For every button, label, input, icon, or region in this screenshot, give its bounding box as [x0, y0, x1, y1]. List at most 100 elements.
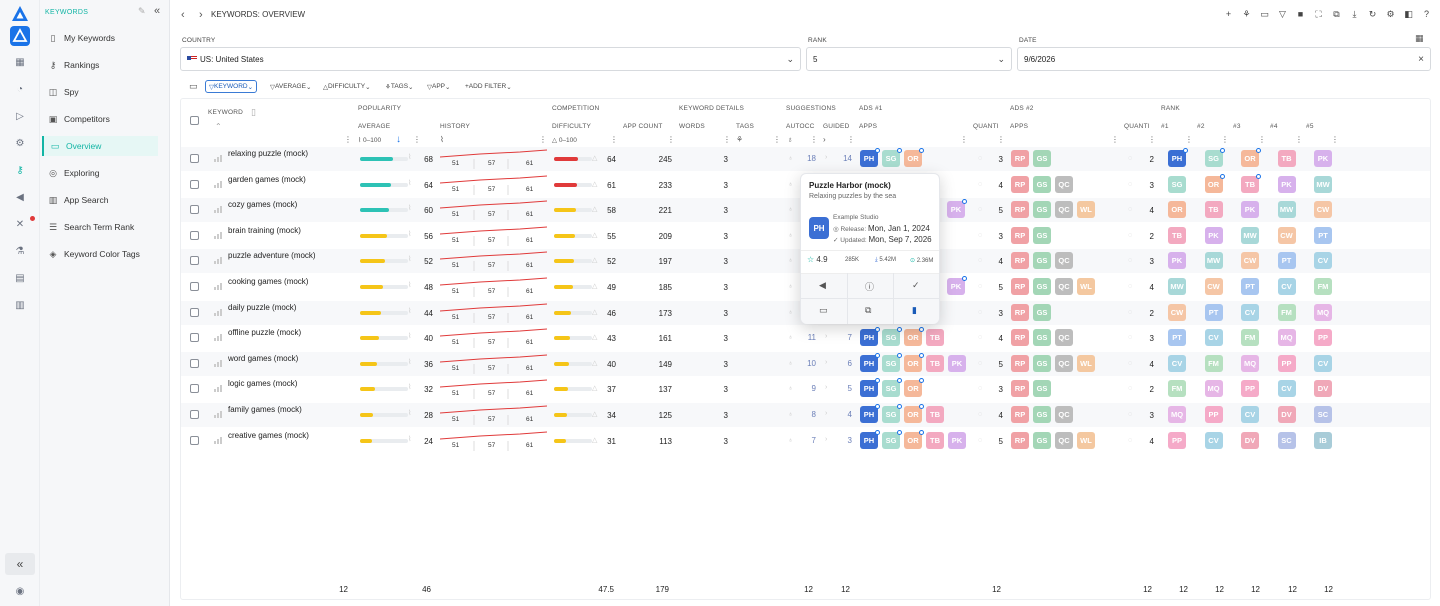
app-chip[interactable]: TB	[926, 329, 944, 347]
megaphone-icon[interactable]: ◀	[819, 280, 826, 290]
autocomplete-value[interactable]: 10	[807, 358, 816, 368]
table-row[interactable]: family games (mock) ⌇ 28 51 57 61 △ 34 125 3 ♁ 8 › 4 P…	[181, 403, 1430, 427]
app-chip[interactable]: DV	[1314, 380, 1332, 398]
app-chip[interactable]: FM	[1168, 380, 1186, 398]
select-all-checkbox[interactable]	[190, 116, 199, 125]
app-chip[interactable]: CV	[1241, 406, 1259, 423]
app-chip[interactable]: MQ	[1204, 380, 1223, 398]
collapse-rail-button[interactable]: «	[5, 553, 35, 575]
keyword-cell[interactable]: family games (mock)	[228, 405, 302, 414]
sidebar-item-search-term-rank[interactable]: ☰ Search Term Rank	[42, 217, 158, 237]
ads1-quantity-column-header[interactable]: QUANTI	[973, 123, 999, 130]
average-range-label[interactable]: ⌇ 0–100	[358, 136, 381, 144]
app-chip[interactable]: CW	[1204, 278, 1223, 295]
column-menu-icon[interactable]: ⋮	[960, 135, 968, 144]
column-menu-icon[interactable]: ⋮	[1331, 135, 1339, 144]
app-chip[interactable]: RP	[1011, 175, 1029, 193]
guided-value[interactable]: 3	[847, 435, 852, 445]
column-menu-icon[interactable]: ⋮	[344, 135, 352, 144]
info-icon[interactable]: ⓘ	[865, 282, 875, 292]
app-chip[interactable]: PH	[860, 404, 880, 423]
row-checkbox[interactable]	[190, 154, 199, 163]
app-chip[interactable]: WL	[1077, 431, 1095, 449]
app-chip[interactable]: FM	[1204, 354, 1223, 372]
app-chip[interactable]: QC	[1055, 329, 1073, 347]
row-checkbox[interactable]	[190, 282, 199, 291]
autocomplete-column-header[interactable]: AUTOCC	[786, 123, 815, 130]
app-chip[interactable]: CW	[1168, 303, 1186, 321]
database-icon[interactable]: ▥	[15, 300, 25, 311]
app-chip[interactable]: QC	[1055, 431, 1073, 449]
sidebar-item-rankings[interactable]: ⚷ Rankings	[42, 55, 158, 75]
forward-icon[interactable]: ›	[199, 9, 203, 21]
app-chip[interactable]: RP	[1011, 303, 1029, 321]
guided-value[interactable]: 4	[847, 410, 852, 419]
app-chip[interactable]: TB	[1168, 226, 1186, 244]
keyword-cell[interactable]: brain training (mock)	[228, 225, 301, 235]
app-chip[interactable]: FM	[1277, 303, 1296, 321]
app-chip[interactable]: OR	[904, 148, 924, 167]
app-chip[interactable]: WL	[1077, 201, 1095, 219]
difficulty-column-header[interactable]: DIFFICULTY	[552, 123, 592, 130]
app-chip[interactable]: SG	[882, 148, 902, 167]
app-chip[interactable]: GS	[1033, 431, 1051, 449]
column-menu-icon[interactable]: ⋮	[1185, 135, 1193, 144]
keyword-cell[interactable]: puzzle adventure (mock)	[228, 251, 316, 261]
sidebar-item-overview[interactable]: ▭ Overview	[42, 136, 158, 156]
app-chip[interactable]: GS	[1033, 380, 1051, 398]
row-checkbox[interactable]	[190, 333, 199, 343]
collapse-icon[interactable]: «	[154, 5, 161, 17]
app-chip[interactable]: SG	[882, 429, 902, 449]
app-chip[interactable]: DV	[1277, 406, 1296, 423]
app-chip[interactable]: MQ	[1277, 329, 1296, 347]
app-chip[interactable]: SG	[882, 404, 902, 423]
row-checkbox[interactable]	[190, 307, 199, 317]
app-chip[interactable]: SG	[1168, 175, 1186, 193]
ads2-apps-column-header[interactable]: APPS	[1010, 123, 1029, 130]
app-chip[interactable]: PP	[1241, 380, 1259, 398]
play-icon[interactable]: ▷	[16, 111, 24, 122]
app-chip[interactable]: QC	[1055, 354, 1073, 372]
app-chip[interactable]: MW	[1241, 226, 1259, 244]
bookmark-icon[interactable]: ▮	[912, 305, 917, 315]
app-chip[interactable]: TB	[926, 431, 944, 449]
rank-select[interactable]: 5 ⌄	[806, 47, 1012, 71]
average-column-header[interactable]: AVERAGE	[358, 123, 391, 130]
app-chip[interactable]: RP	[1011, 431, 1029, 449]
rank2-column-header[interactable]: #2	[1197, 123, 1205, 130]
guided-value[interactable]: 6	[847, 358, 852, 368]
app-chip[interactable]: OR	[1241, 148, 1261, 167]
app-chip[interactable]: SC	[1314, 406, 1332, 423]
settings-icon[interactable]: ⚙	[1386, 9, 1395, 19]
app-chip[interactable]: QC	[1055, 406, 1073, 423]
country-select[interactable]: US: United States ⌄	[180, 47, 801, 71]
row-checkbox[interactable]	[190, 179, 199, 189]
app-chip[interactable]: PP	[1168, 431, 1186, 449]
app-chip[interactable]: GS	[1033, 406, 1051, 423]
keyword-cell[interactable]: daily puzzle (mock)	[228, 302, 297, 312]
filter-tab-average[interactable]: ▽ AVERAGE ⌄	[270, 80, 311, 93]
filter-icon[interactable]: ▽	[1279, 9, 1286, 19]
app-chip[interactable]: OR	[904, 352, 924, 372]
app-count-column-header[interactable]: APP COUNT	[623, 123, 663, 130]
app-chip[interactable]: RP	[1011, 252, 1029, 270]
autocomplete-value[interactable]: 8	[811, 410, 816, 419]
column-menu-icon[interactable]: ⋮	[847, 135, 855, 144]
app-chip[interactable]: OR	[904, 378, 924, 398]
popup-app-icon[interactable]: PH	[809, 217, 829, 239]
app-chip[interactable]: CV	[1314, 354, 1332, 372]
app-chip[interactable]: PH	[860, 352, 880, 372]
column-menu-icon[interactable]: ⋮	[1295, 135, 1303, 144]
app-chip[interactable]: MQ	[1241, 354, 1259, 372]
autocomplete-value[interactable]: 7	[811, 435, 816, 445]
app-chip[interactable]: FM	[1241, 329, 1259, 347]
app-chip[interactable]: GS	[1033, 150, 1051, 167]
sidebar-item-competitors[interactable]: ▣ Competitors	[42, 109, 158, 129]
stop-icon[interactable]: ■	[1297, 9, 1304, 19]
row-checkbox[interactable]	[190, 358, 199, 368]
keyword-cell[interactable]: creative games (mock)	[228, 430, 309, 440]
keyword-cell[interactable]: cozy games (mock)	[228, 200, 298, 210]
app-chip[interactable]: OR	[904, 327, 924, 347]
app-chip[interactable]: PK	[948, 431, 966, 449]
key-icon[interactable]: ⚷	[16, 165, 24, 176]
